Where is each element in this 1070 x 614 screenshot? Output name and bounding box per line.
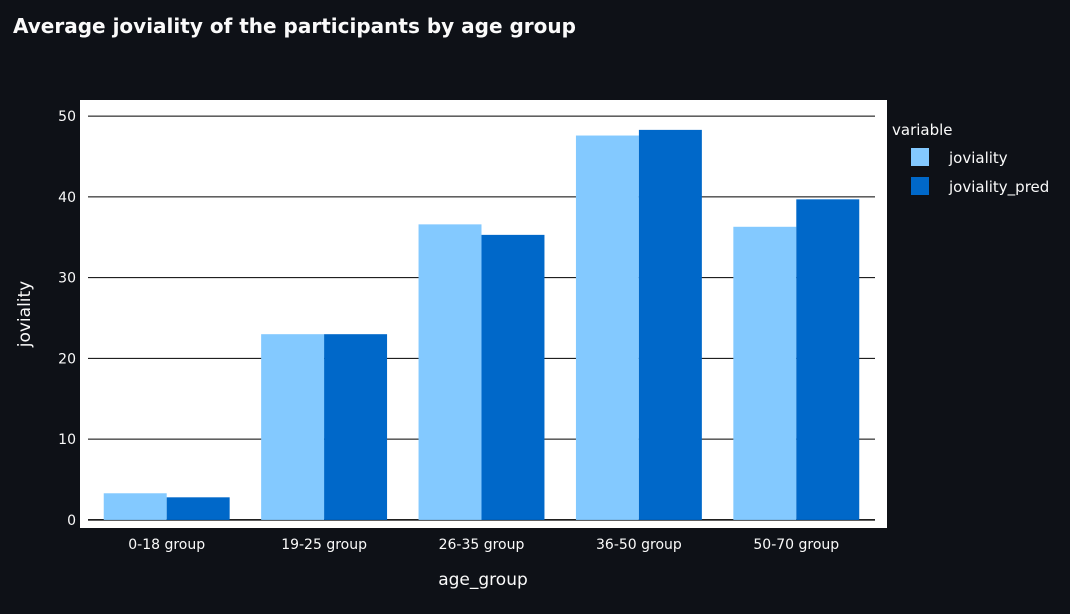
chart-title: Average joviality of the participants by… [13,14,576,38]
legend-item-label[interactable]: joviality_pred [948,178,1049,197]
x-tick-label: 26-35 group [439,537,525,553]
y-tick-label: 20 [58,351,76,367]
y-tick-label: 30 [58,271,76,287]
x-axis-title: age_group [438,570,528,590]
y-tick-label: 50 [58,109,76,125]
bar[interactable] [733,226,797,520]
y-tick-labels: 0 10 20 30 40 50 [58,109,76,529]
bars[interactable] [103,129,860,520]
y-tick-label: 10 [58,432,76,448]
x-tick-label: 50-70 group [753,537,839,553]
y-tick-label: 0 [67,513,76,529]
bar[interactable] [418,224,482,520]
bar[interactable] [638,129,702,520]
y-tick-label: 40 [58,190,76,206]
bar[interactable] [575,135,639,520]
legend-title: variable [892,121,953,139]
legend[interactable]: variable joviality joviality_pred [892,121,1049,197]
bar[interactable] [481,234,545,520]
legend-swatch[interactable] [911,148,929,166]
bar[interactable] [261,334,325,520]
x-tick-labels: 0-18 group 19-25 group 26-35 group 36-50 gr… [128,537,839,553]
bar[interactable] [166,497,230,520]
x-tick-label: 19-25 group [281,537,367,553]
bar[interactable] [796,199,860,520]
bar[interactable] [103,493,167,520]
y-axis-title: joviality [15,281,35,349]
legend-swatch[interactable] [911,177,929,195]
x-tick-label: 0-18 group [128,537,205,553]
x-tick-label: 36-50 group [596,537,682,553]
legend-item-label[interactable]: joviality [948,149,1008,167]
bar[interactable] [324,334,388,520]
